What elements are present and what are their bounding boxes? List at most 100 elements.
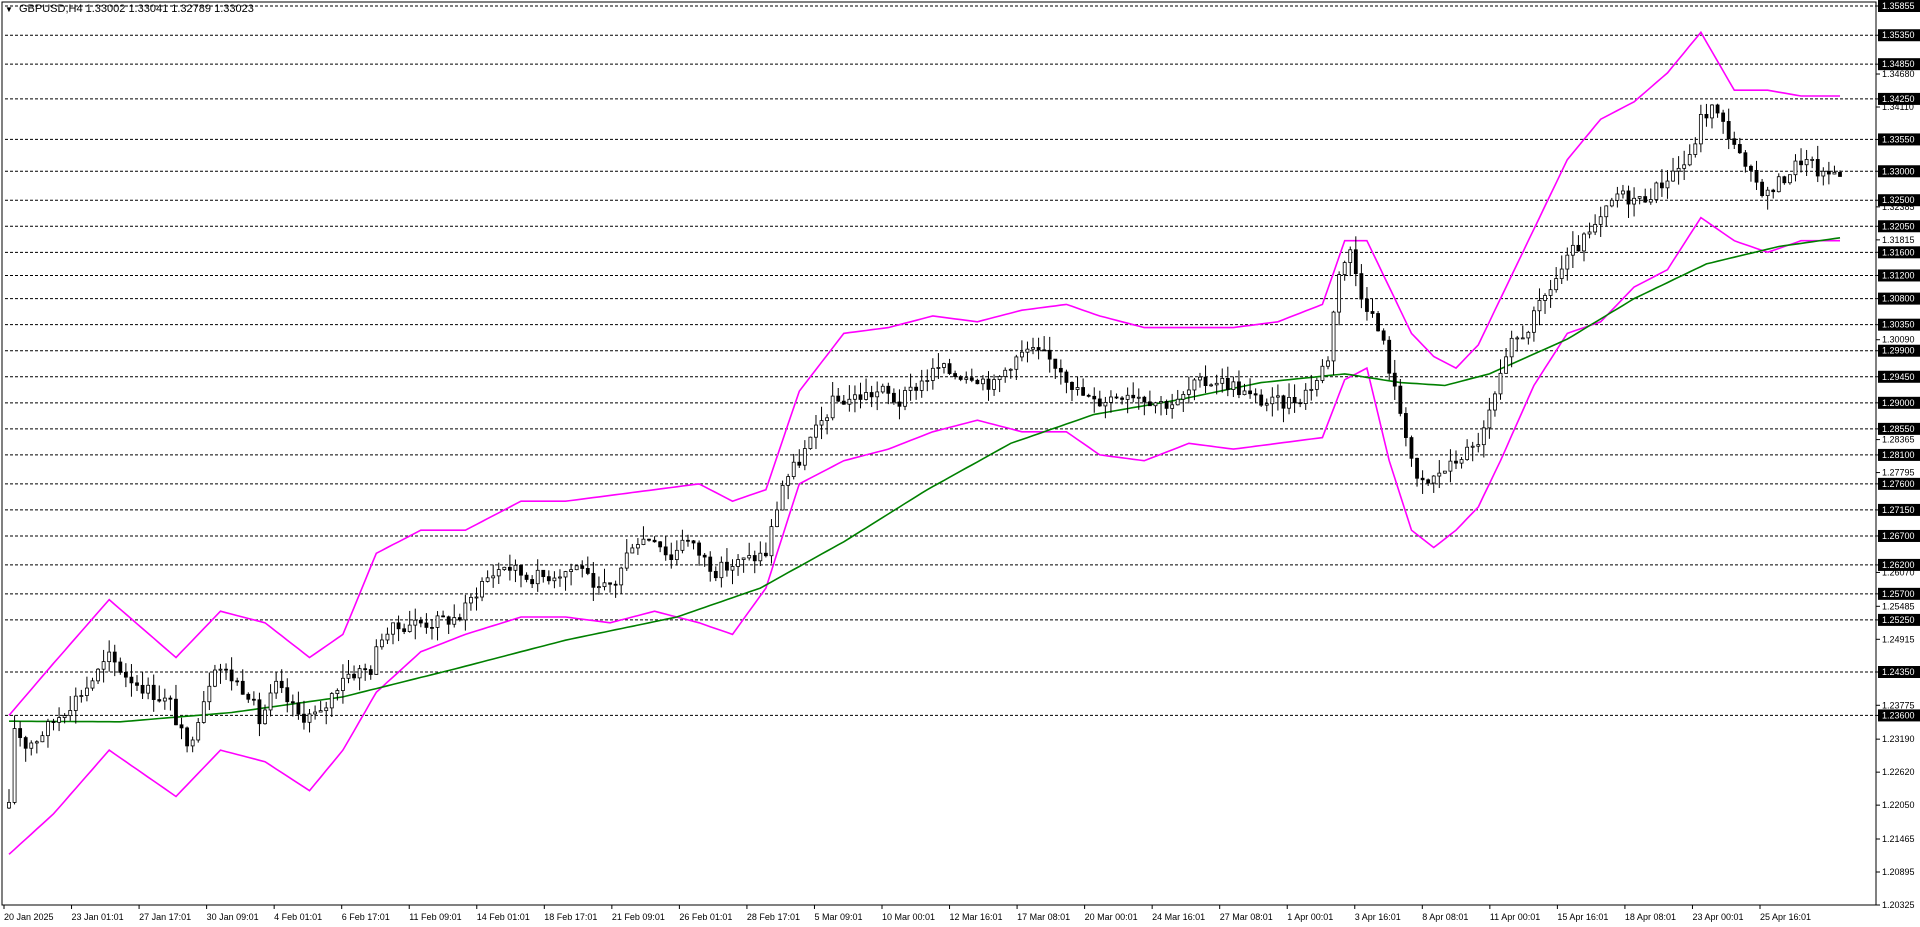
- candle-body: [563, 571, 568, 578]
- candle-body: [942, 363, 946, 368]
- candle-body: [318, 710, 323, 713]
- plot-frame: [1, 1, 1877, 906]
- candle-body: [407, 624, 412, 632]
- price-label-box: [1878, 666, 1920, 679]
- candle-body: [246, 693, 251, 700]
- candle-body: [647, 538, 651, 541]
- candle-body: [452, 617, 457, 625]
- candle-body: [1164, 401, 1169, 409]
- candle-body: [1036, 347, 1041, 351]
- candle-body: [546, 576, 551, 582]
- candle-body: [769, 526, 774, 557]
- candle-body: [736, 559, 740, 567]
- candle-body: [624, 552, 629, 569]
- candle-body: [891, 392, 896, 403]
- candle-body: [1598, 216, 1603, 225]
- candle-body: [1671, 170, 1675, 182]
- price-label-box: [1878, 709, 1920, 722]
- candle-body: [1838, 171, 1842, 177]
- candle-body: [1793, 160, 1798, 176]
- time-tick-label: 25 Apr 16:01: [1760, 912, 1811, 922]
- candle-body: [1231, 381, 1236, 390]
- candle-body: [552, 577, 557, 582]
- candle-body: [635, 544, 640, 549]
- price-label-box: [1878, 396, 1920, 409]
- candle-body: [908, 386, 913, 391]
- price-tick-label: 1.35855: [1882, 1, 1915, 11]
- time-tick-label: 12 Mar 16:01: [950, 912, 1003, 922]
- price-label-box: [1878, 529, 1920, 542]
- candle-body: [213, 669, 217, 687]
- candle-body: [1342, 262, 1347, 275]
- candle-body: [1237, 381, 1241, 396]
- candle-body: [1532, 310, 1536, 333]
- candle-body: [1515, 337, 1520, 340]
- price-tick-label: 1.22050: [1882, 800, 1915, 810]
- candle-body: [51, 721, 56, 723]
- candle-body: [302, 713, 306, 723]
- candle-body: [1676, 167, 1681, 172]
- candle-body: [73, 695, 78, 711]
- price-tick-label: 1.35350: [1882, 30, 1915, 40]
- time-tick-label: 10 Mar 00:01: [882, 912, 935, 922]
- candle-body: [363, 668, 368, 671]
- candle-body: [1476, 444, 1481, 447]
- candle-body: [1281, 395, 1286, 409]
- candle-body: [1264, 403, 1269, 406]
- candle-body: [1431, 475, 1436, 484]
- candle-body: [741, 557, 746, 560]
- candle-body: [1526, 331, 1531, 339]
- price-tick-label: 1.29450: [1882, 372, 1915, 382]
- price-label-box: [1878, 613, 1920, 626]
- candle-body: [1008, 368, 1013, 371]
- candle-body: [1788, 174, 1792, 184]
- collapse-triangle-icon[interactable]: ▼: [5, 5, 13, 14]
- symbol-timeframe: GBPUSD,H4: [18, 3, 83, 15]
- candle-body: [1749, 165, 1753, 171]
- candle-body: [496, 569, 501, 577]
- price-tick-label: 1.24915: [1882, 634, 1915, 644]
- candle-body: [691, 540, 696, 544]
- price-tick-label: 1.29000: [1882, 398, 1915, 408]
- price-tick-label: 1.32500: [1882, 195, 1915, 205]
- price-label-box: [1878, 29, 1920, 42]
- candle-body: [1031, 347, 1035, 350]
- candle-body: [1125, 394, 1130, 400]
- candle-body: [1287, 396, 1291, 409]
- candle-body: [123, 671, 128, 678]
- candle-body: [897, 401, 902, 407]
- candle-body: [1559, 268, 1564, 279]
- candle-body: [1275, 395, 1280, 398]
- price-tick-label: 1.28550: [1882, 424, 1915, 434]
- price-tick-label: 1.23600: [1882, 710, 1915, 720]
- candle-body: [1509, 337, 1514, 358]
- candle-body: [558, 576, 562, 579]
- candle-body: [1726, 121, 1731, 140]
- candle-body: [914, 386, 919, 391]
- price-tick-label: 1.23775: [1882, 700, 1915, 710]
- candle-body: [391, 622, 395, 635]
- candle-body: [263, 709, 267, 725]
- price-tick-label: 1.27600: [1882, 479, 1915, 489]
- candle-body: [68, 710, 73, 717]
- candle-body: [112, 651, 117, 663]
- candle-body: [1359, 273, 1364, 300]
- candle-body: [836, 395, 841, 402]
- candle-body: [841, 400, 846, 405]
- price-tick-label: 1.26200: [1882, 560, 1915, 570]
- candle-body: [641, 538, 646, 545]
- candle-body: [179, 724, 184, 729]
- candle-body: [524, 574, 529, 580]
- candle-body: [1826, 170, 1831, 175]
- candle-body: [1181, 394, 1186, 400]
- candle-body: [201, 701, 206, 723]
- price-tick-label: 1.23190: [1882, 734, 1915, 744]
- candle-body: [1365, 298, 1369, 312]
- candle-body: [1409, 437, 1414, 459]
- price-label-box: [1878, 165, 1920, 178]
- time-tick-label: 27 Mar 08:01: [1220, 912, 1273, 922]
- candle-body: [469, 596, 473, 604]
- candle-body: [1114, 396, 1119, 399]
- candle-body: [1498, 372, 1503, 395]
